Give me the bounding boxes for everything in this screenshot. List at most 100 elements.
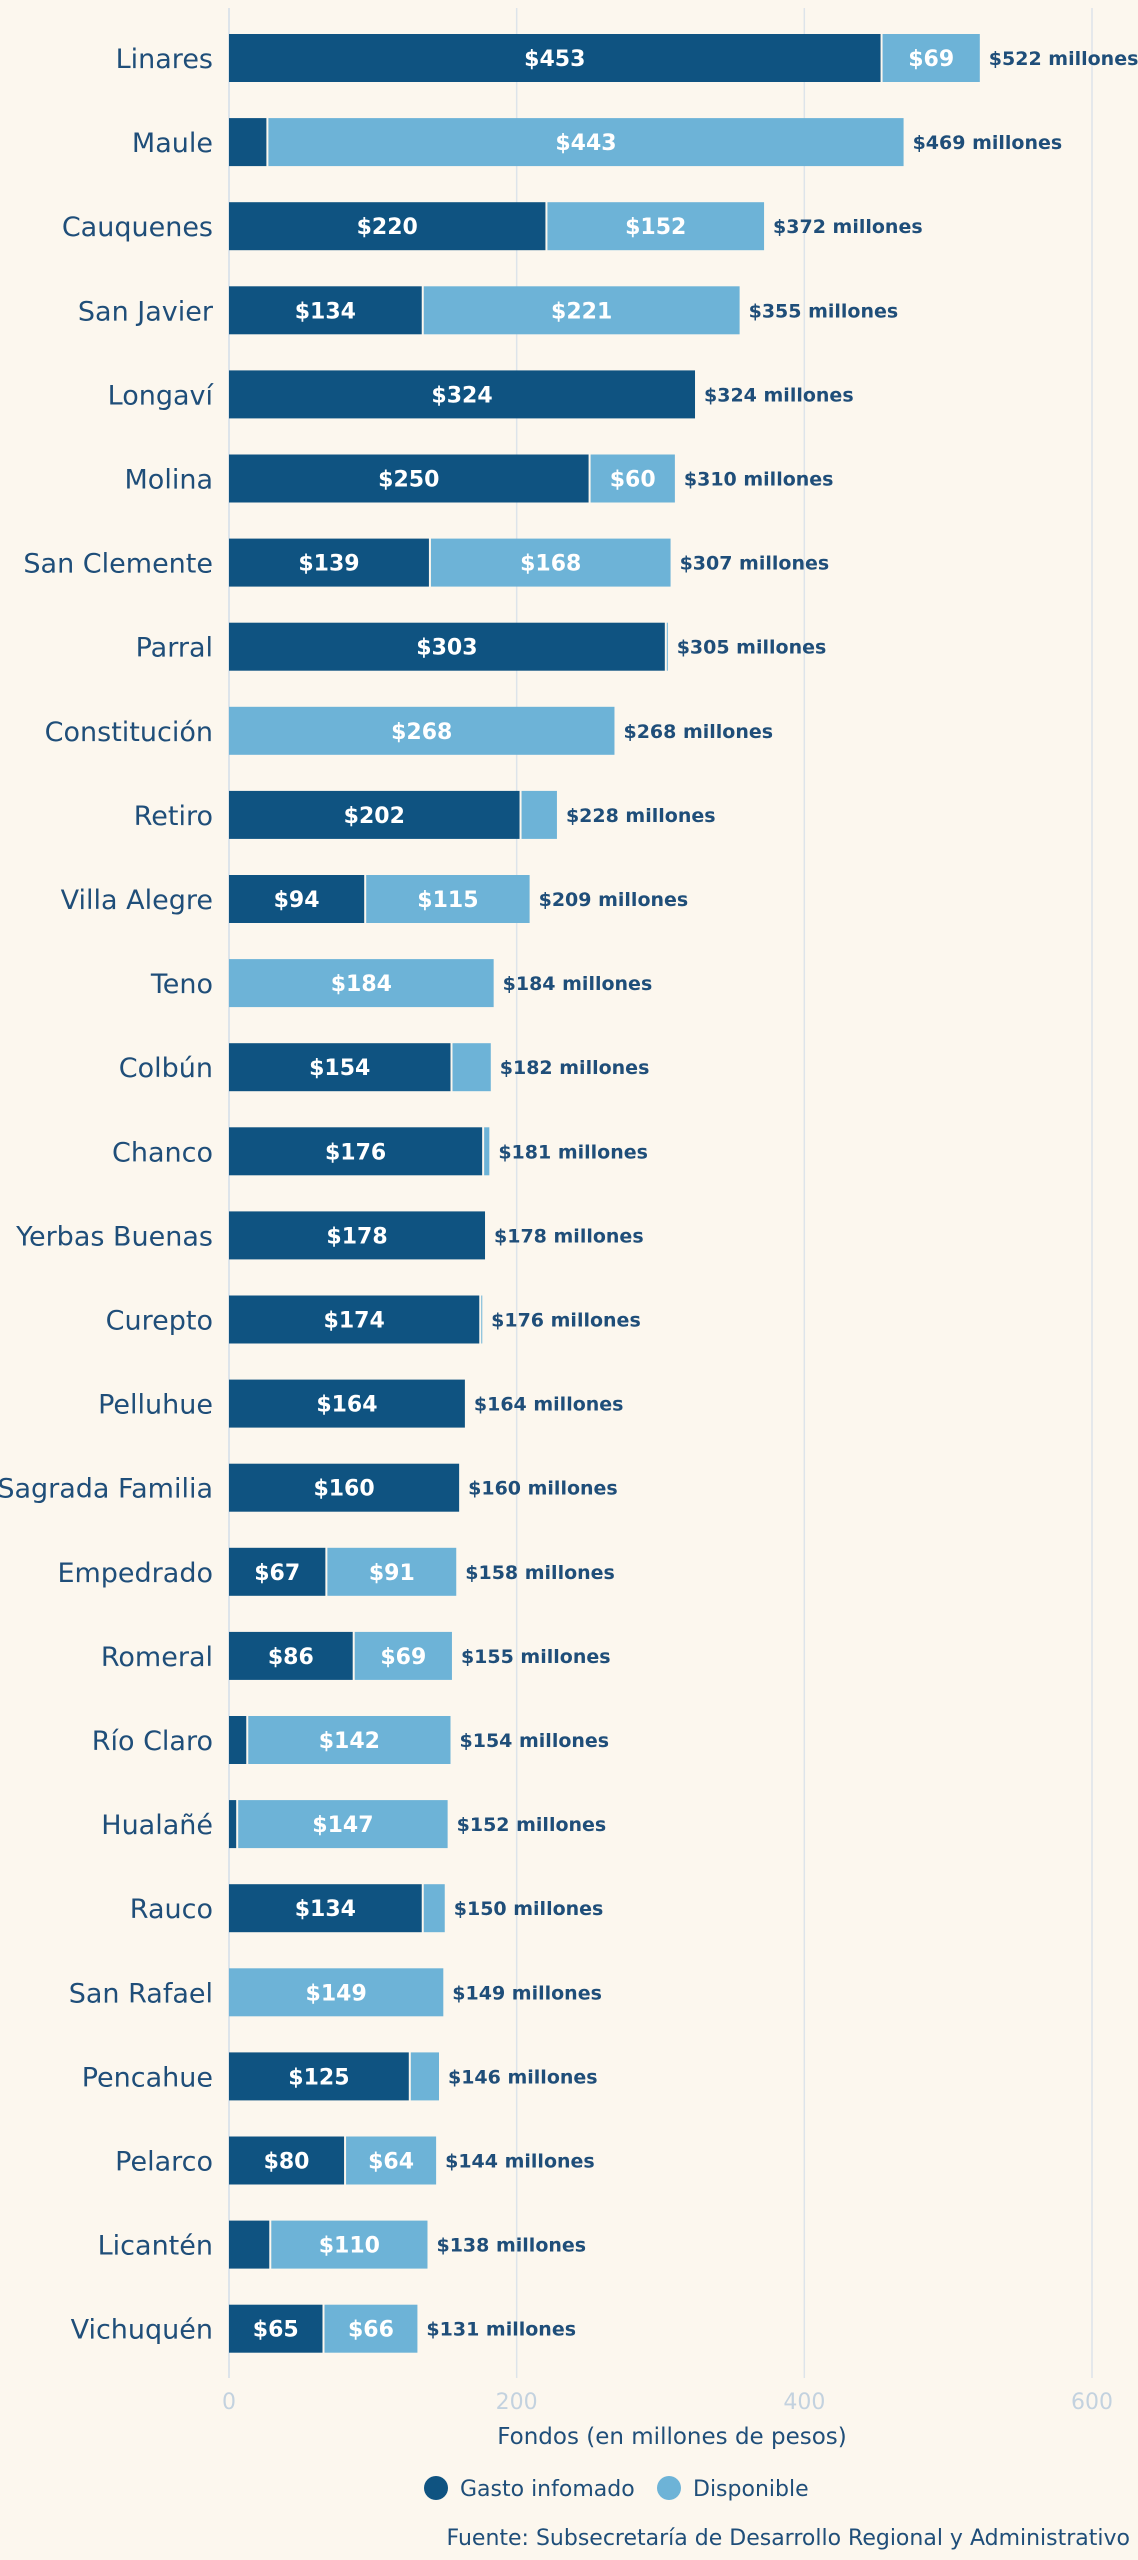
legend-swatch-gasto [424,2476,448,2500]
bar-total-label: $152 millones [457,1814,607,1836]
bar-segment-gasto [229,1043,451,1092]
bar-value-label: $168 [520,552,581,577]
bar-segment-disponible [484,1127,490,1176]
bar-total-label: $146 millones [448,2066,598,2088]
bar-segment-disponible [346,2136,437,2185]
x-axis-title: Fondos (en millones de pesos) [497,2424,847,2450]
bar-value-label: $86 [268,1645,314,1670]
bar-total-label: $158 millones [465,1562,615,1584]
bar-segment-disponible [366,875,530,923]
bar-total-label: $154 millones [460,1730,610,1752]
category-label: Molina [125,465,213,496]
bar-segment-gasto [229,2052,409,2101]
bar-segment-disponible [324,2304,418,2353]
category-label: Pelluhue [98,1390,213,1421]
bar-segment-disponible [452,1043,491,1092]
source-note: Fuente: Subsecretaría de Desarrollo Regi… [447,2526,1130,2551]
bar-value-label: $178 [326,1224,387,1249]
bar-value-label: $110 [319,2234,380,2259]
bar-segment-gasto [229,286,422,335]
x-tick-label: 400 [783,2390,825,2415]
bar-segment-gasto [229,1127,483,1176]
category-label: Licantén [98,2231,213,2262]
bar-segment-disponible [590,454,675,503]
bar-segment-gasto [229,2220,270,2269]
x-tick-label: 0 [222,2390,236,2415]
bar-total-label: $209 millones [539,889,689,911]
bar-segment-gasto [229,1631,353,1680]
bar-value-label: $220 [357,215,418,240]
category-labels: Linares Maule Cauquenes San Javier Longaví Mo… [0,44,214,2346]
bar-segment-disponible [430,538,671,587]
category-label: Pelarco [115,2147,213,2178]
bar-segment-gasto [229,1547,326,1596]
category-label: San Rafael [69,1978,213,2009]
bar-value-label: $94 [274,888,320,913]
bar-value-label: $174 [324,1309,385,1334]
category-label: Colbún [119,1053,213,1084]
bar-segment-disponible [521,790,557,839]
category-label: Cauquenes [62,212,213,243]
category-label: Chanco [112,1137,213,1168]
bar-value-label: $66 [348,2318,394,2343]
bar-segment-gasto [229,622,665,671]
category-label: San Javier [78,296,214,327]
bar-total-label: $131 millones [426,2319,576,2341]
bar-segment-gasto [229,202,546,251]
category-label: Sagrada Familia [0,1474,213,1505]
bar-total-label: $228 millones [566,805,716,827]
category-label: Curepto [106,1306,213,1337]
bar-segment-gasto [229,118,267,167]
bar-total-label: $355 millones [749,300,899,322]
bar-segment-gasto [229,1463,460,1512]
bar-value-label: $142 [319,1729,380,1754]
category-label: Constitución [45,717,213,748]
bar-total-label: $469 millones [913,132,1063,154]
bar-value-label: $67 [254,1561,300,1586]
bar-total-label: $310 millones [684,469,834,491]
bar-total-label: $184 millones [503,973,653,995]
bar-segment-disponible [410,2052,439,2101]
category-label: Empedrado [57,1558,213,1589]
bar-total-label: $138 millones [436,2235,586,2257]
bar-segment-gasto [229,538,429,587]
bars-group: $453 $69 $522 millones $443 $469 millones $22… [229,34,1138,2353]
legend-label-disponible: Disponible [693,2477,809,2502]
bar-total-label: $144 millones [445,2151,595,2173]
bar-segment-gasto [229,1211,486,1260]
bar-total-label: $307 millones [680,553,830,575]
bar-segment-disponible [354,1631,452,1680]
bar-segment-gasto [229,1800,237,1849]
gridlines [228,8,1093,2378]
category-label: Pencahue [82,2062,213,2093]
bar-value-label: $443 [555,131,616,156]
bar-segment-disponible [229,706,615,755]
bar-segment-gasto [229,1379,465,1428]
bar-segment-gasto [229,790,520,839]
bar-segment-disponible [666,622,668,671]
bar-segment-gasto [229,1884,422,1933]
bar-value-label: $60 [610,468,656,493]
bar-value-label: $303 [416,636,477,661]
bar-total-label: $160 millones [468,1478,618,1500]
bar-total-label: $178 millones [494,1225,644,1247]
bar-value-label: $184 [331,972,392,997]
category-label: Parral [136,633,213,664]
bar-total-label: $181 millones [498,1141,648,1163]
bar-total-label: $149 millones [452,1982,602,2004]
bar-value-label: $80 [264,2150,310,2175]
bar-value-label: $160 [313,1477,374,1502]
bar-value-label: $176 [325,1140,386,1165]
bar-segment-disponible [271,2220,428,2269]
bar-value-label: $134 [295,299,356,324]
bar-value-label: $64 [368,2150,414,2175]
category-label: Retiro [134,801,213,832]
bar-segment-disponible [423,286,740,335]
category-label: Linares [116,44,213,75]
category-label: Romeral [101,1642,213,1673]
bar-segment-disponible [229,1968,444,2017]
bar-value-label: $154 [309,1056,370,1081]
bar-value-label: $125 [288,2065,349,2090]
bar-segment-disponible [248,1716,451,1764]
bar-segment-gasto [229,2304,323,2353]
